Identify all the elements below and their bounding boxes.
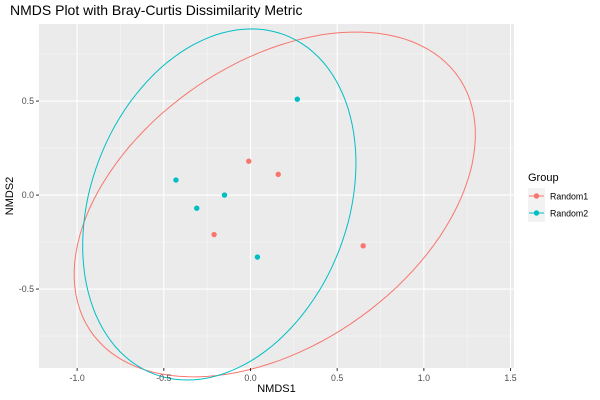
point-random2 [221,192,228,198]
legend-items: Random1 Random2 [528,188,588,222]
x-tick-label: 1.0 [418,373,430,383]
point-random2 [194,205,200,211]
point-random2 [294,96,301,102]
ellipse-layer [73,28,476,381]
y-tick-label: 0.5 [22,96,34,106]
legend-title: Group [528,172,559,184]
chart-title: NMDS Plot with Bray-Curtis Dissimilarity… [10,2,302,18]
x-tick-label: -1.0 [70,373,85,383]
legend-label-random2: Random2 [550,209,588,219]
point-random1 [275,171,281,178]
ellipse-random1 [73,31,476,378]
legend-key-point [533,210,540,216]
legend: Group Random1 Random2 [528,172,588,222]
axis-layer: -1.0 -0.5 0.0 0.5 1.0 1.5 -0.5 0.0 0.5 [19,96,517,383]
point-random1 [211,231,217,238]
x-tick-label: 0.5 [331,373,343,383]
x-tick-label: 1.5 [504,373,516,383]
point-layer [173,96,366,260]
point-random1 [246,158,252,164]
y-tick-label: -0.5 [19,284,34,294]
x-tick-label: -0.5 [156,373,171,383]
y-tick-label: 0.0 [22,190,34,200]
ellipse-random2 [82,28,357,381]
y-axis-label: NMDS2 [4,177,16,216]
legend-label-random1: Random1 [550,192,588,202]
grid-layer [39,24,514,368]
plot-panel [39,24,514,368]
point-random2 [173,177,179,183]
x-axis-label: NMDS1 [257,383,296,395]
legend-key-point [533,193,540,199]
point-random1 [360,243,366,249]
x-tick-label: 0.0 [244,373,256,383]
point-random2 [254,254,261,260]
